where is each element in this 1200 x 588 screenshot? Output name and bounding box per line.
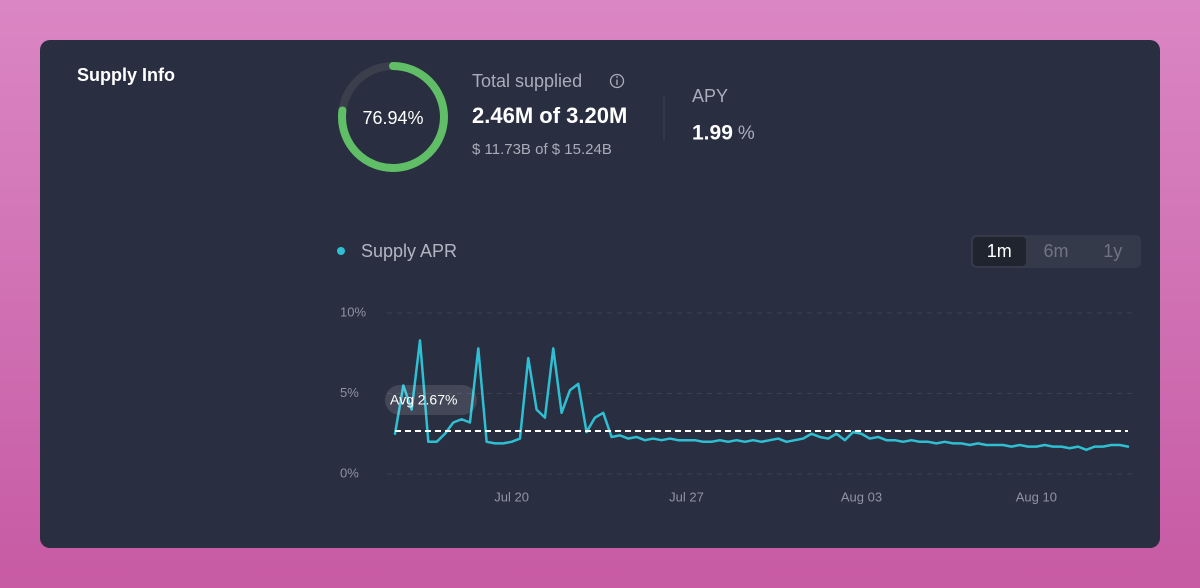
y-tick-label: 10% (340, 304, 366, 319)
average-label: Avg 2.67% (390, 392, 457, 408)
card (40, 40, 1160, 548)
x-tick-label: Jul 27 (669, 489, 704, 504)
apy-label: APY (692, 86, 728, 106)
x-tick-label: Jul 20 (494, 489, 529, 504)
utilization-label: 76.94% (362, 108, 423, 128)
range-button[interactable]: 1y (1103, 241, 1122, 261)
legend-label: Supply APR (361, 241, 457, 261)
y-tick-label: 5% (340, 385, 359, 400)
donut-arc (338, 62, 448, 172)
range-button[interactable]: 1m (987, 241, 1012, 261)
info-icon[interactable] (609, 73, 625, 89)
apy-value: 1.99 (692, 122, 733, 145)
apy-unit: % (738, 123, 755, 144)
x-tick-label: Aug 03 (841, 489, 882, 504)
total-supplied-label: Total supplied (472, 71, 582, 91)
y-tick-label: 0% (340, 465, 359, 480)
range-button-active (973, 237, 1026, 266)
legend-dot (337, 247, 345, 255)
sidebar-title: Supply Info (77, 65, 175, 85)
average-pill (385, 385, 477, 416)
line-series (393, 339, 1130, 452)
total-supplied-usd: $ 11.73B of $ 15.24B (472, 141, 612, 158)
range-button[interactable]: 6m (1043, 241, 1068, 261)
x-tick-label: Aug 10 (1016, 489, 1057, 504)
total-supplied-amount: 2.46M of 3.20M (472, 103, 627, 128)
